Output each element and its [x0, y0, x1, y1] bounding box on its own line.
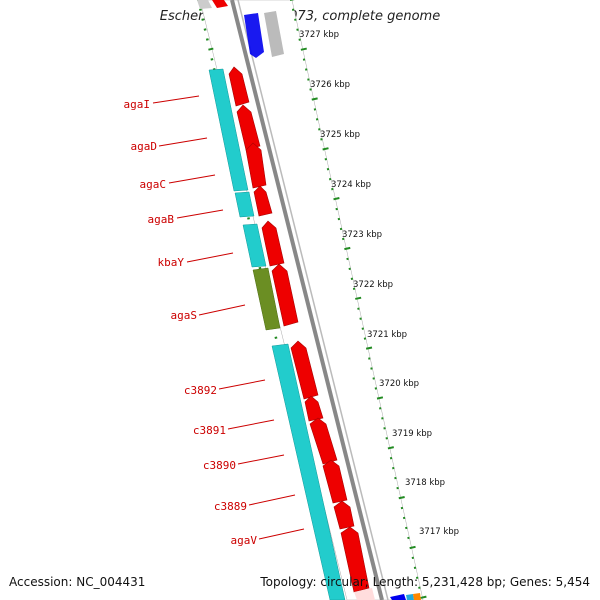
- kbp-label: 3720 kbp: [379, 379, 419, 389]
- cds-arrow-c3890: [309, 417, 338, 465]
- cds-arrow-agaS: [271, 263, 299, 327]
- backbone-line-light: [237, 0, 389, 600]
- leader-c3889: [248, 494, 296, 506]
- kbp-label: 3723 kbp: [342, 230, 382, 240]
- minor-tick: [205, 38, 209, 41]
- cds-arrow-kbaY: [261, 220, 285, 267]
- olive-block-agaS: [252, 267, 281, 331]
- cyan-block-aga-operon: [208, 68, 249, 192]
- cds-arrow-agaD: [236, 104, 261, 151]
- cyan-block-c389x: [271, 343, 346, 600]
- kbp-label: 3717 kbp: [419, 527, 459, 537]
- gene-leader-lines: [152, 95, 305, 540]
- gene-label-agaD: agaD: [131, 140, 158, 153]
- kbp-labels: 3727 kbp 3726 kbp 3725 kbp 3724 kbp 3723…: [299, 30, 459, 537]
- cyan-block-kbaY: [242, 223, 267, 268]
- cds-arrow-agaC: [245, 142, 267, 189]
- cds-arrow-agaB: [253, 185, 273, 217]
- major-tick: [333, 197, 340, 201]
- major-tick: [409, 545, 416, 550]
- major-tick: [208, 47, 214, 51]
- leader-agaB: [176, 209, 224, 219]
- kbp-label: 3726 kbp: [310, 80, 350, 90]
- major-tick: [365, 346, 373, 350]
- cds-arrow-agaV: [333, 500, 355, 530]
- leader-agaI: [152, 95, 200, 104]
- major-tick: [398, 496, 405, 500]
- accession-text: Accession: NC_004431: [9, 575, 146, 589]
- minor-tick: [274, 336, 278, 339]
- major-tick: [300, 47, 307, 51]
- minor-tick: [258, 266, 262, 270]
- leader-c3891: [227, 419, 275, 430]
- gene-label-c3889: c3889: [214, 500, 247, 513]
- blue-feature: [244, 13, 264, 58]
- gene-label-kbaY: kbaY: [158, 256, 185, 269]
- gene-label-agaC: agaC: [140, 178, 167, 191]
- leader-agaD: [158, 137, 208, 147]
- major-tick: [355, 296, 362, 300]
- leader-agaV: [258, 528, 305, 540]
- minor-tick: [210, 58, 214, 61]
- blue-bottom-feature: [390, 594, 406, 600]
- cds-arrow-agaV-2: [340, 526, 370, 593]
- kbp-label: 3718 kbp: [405, 478, 445, 488]
- cds-arrow-agaI: [228, 66, 250, 107]
- kbp-label: 3725 kbp: [320, 130, 360, 140]
- top-gray-feature: [197, 0, 212, 9]
- leader-c3890: [237, 454, 285, 465]
- kbp-label: 3727 kbp: [299, 30, 339, 40]
- major-tick: [387, 446, 394, 450]
- gene-labels: agaI agaD agaC agaB kbaY agaS c3892 c389…: [124, 98, 258, 547]
- gene-label-c3891: c3891: [193, 424, 226, 437]
- minor-tick: [199, 8, 202, 11]
- gene-label-agaB: agaB: [148, 213, 175, 226]
- cyan-block-agaB: [234, 191, 255, 218]
- top-red-feature: [212, 0, 228, 8]
- kbp-label: 3719 kbp: [392, 429, 432, 439]
- major-tick: [420, 595, 427, 599]
- outer-tick-rail: [290, 0, 427, 599]
- gene-label-agaI: agaI: [124, 98, 151, 111]
- leader-c3892: [218, 379, 266, 390]
- minor-tick: [247, 217, 250, 220]
- leader-kbaY: [186, 252, 234, 263]
- cds-arrow-c3891: [304, 395, 324, 422]
- cds-arrows: [228, 66, 370, 593]
- cyan-bottom-feature: [406, 594, 414, 600]
- gene-label-agaV: agaV: [231, 534, 258, 547]
- kbp-label: 3722 kbp: [353, 280, 393, 290]
- orange-bottom-feature: [413, 593, 421, 600]
- leader-agaS: [198, 304, 246, 316]
- kbp-label: 3724 kbp: [331, 180, 371, 190]
- kbp-label: 3721 kbp: [367, 330, 407, 340]
- major-tick: [344, 246, 351, 251]
- gene-label-c3890: c3890: [203, 459, 236, 472]
- minor-tick: [201, 18, 205, 21]
- gene-label-agaS: agaS: [171, 309, 198, 322]
- cds-arrow-c3892: [290, 340, 319, 400]
- major-tick: [311, 97, 318, 101]
- major-tick: [322, 147, 329, 151]
- genome-stats-text: Topology: circular; Length: 5,231,428 bp…: [260, 575, 590, 589]
- major-tick: [376, 396, 384, 400]
- pale-red-feature: [354, 588, 375, 600]
- leader-agaC: [168, 174, 216, 184]
- gene-label-c3892: c3892: [184, 384, 217, 397]
- cyan-track: [208, 68, 346, 600]
- gray-feature: [264, 11, 284, 57]
- minor-tick: [203, 28, 207, 31]
- cds-arrow-c3889: [322, 459, 348, 504]
- backbone-line: [230, 0, 384, 600]
